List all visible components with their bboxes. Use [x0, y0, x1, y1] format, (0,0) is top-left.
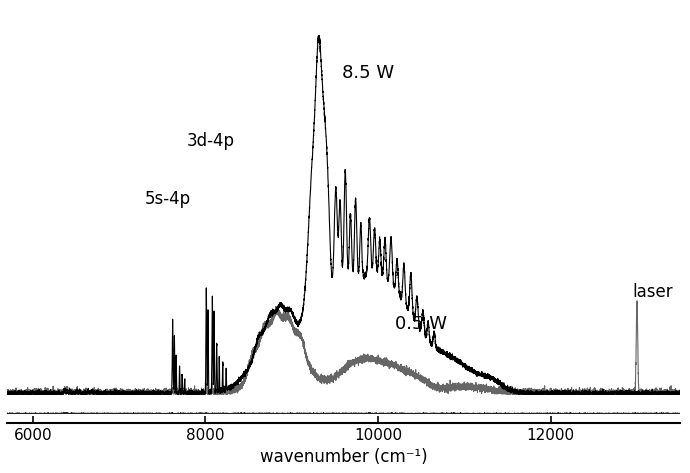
- Text: 8.5 W: 8.5 W: [342, 64, 394, 82]
- Text: laser: laser: [633, 283, 673, 301]
- Text: 5s-4p: 5s-4p: [145, 190, 191, 208]
- Text: 0.5 W: 0.5 W: [395, 315, 447, 333]
- Text: 3d-4p: 3d-4p: [186, 132, 235, 150]
- X-axis label: wavenumber (cm⁻¹): wavenumber (cm⁻¹): [259, 448, 427, 466]
